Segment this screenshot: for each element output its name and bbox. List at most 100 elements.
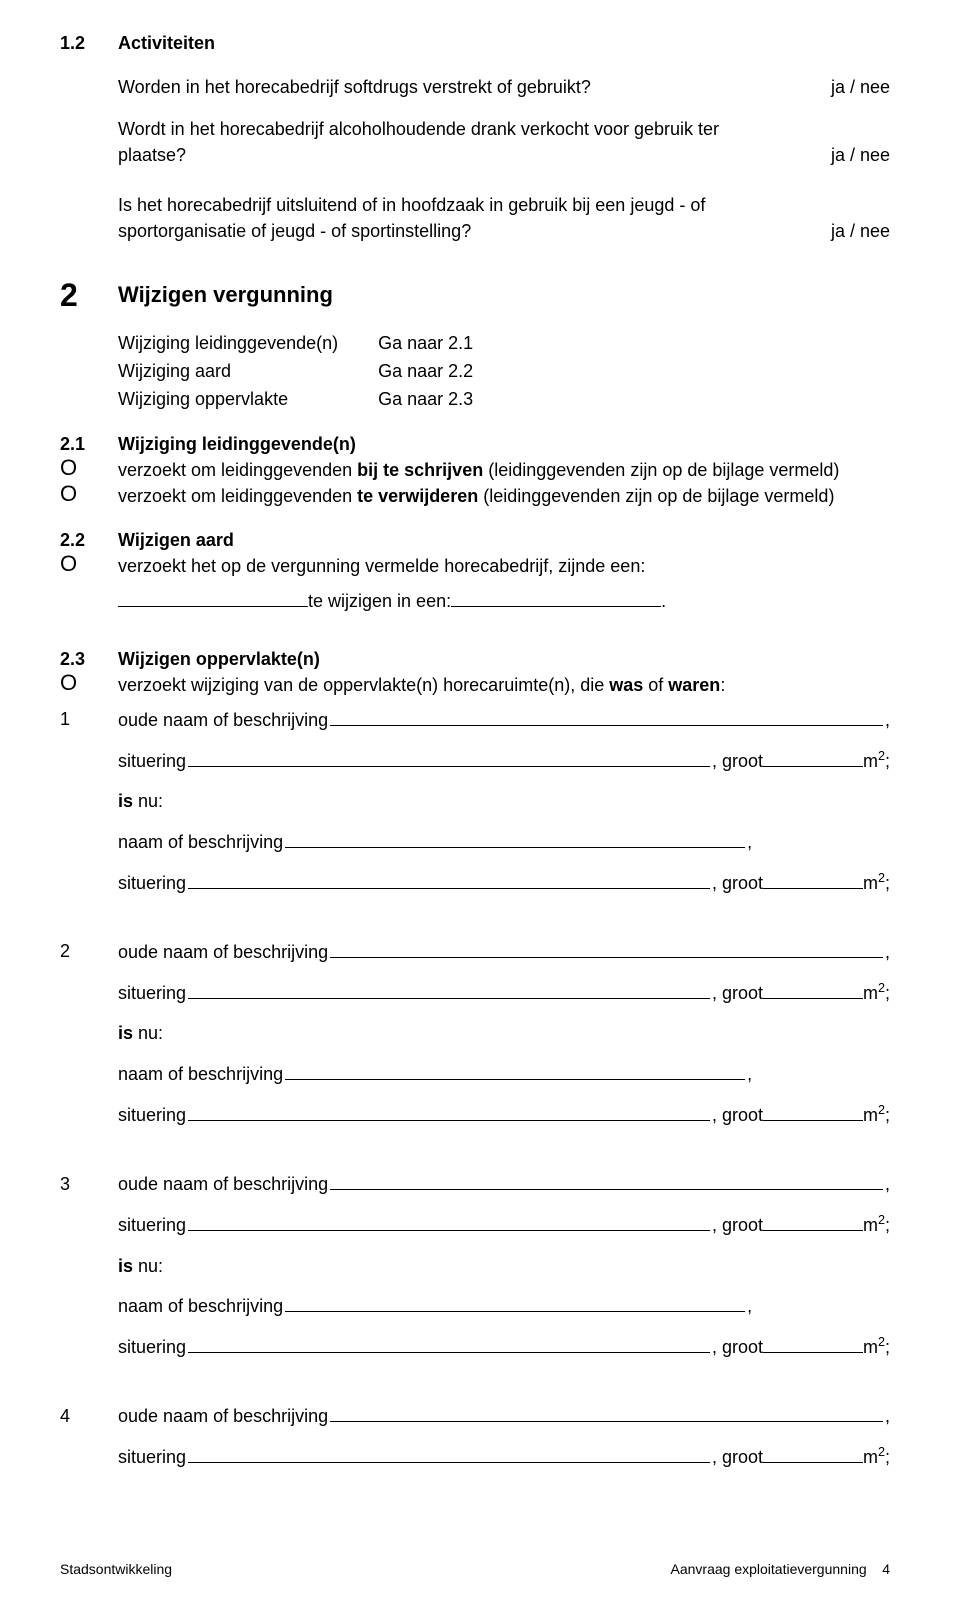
table-row: Wijziging oppervlakteGa naar 2.3: [118, 385, 473, 413]
wijziging-table: Wijziging leidinggevende(n)Ga naar 2.1 W…: [118, 329, 473, 413]
circle-icon[interactable]: O: [60, 457, 118, 479]
section-2-2-title: Wijzigen aard: [118, 527, 890, 553]
q-alcohol: Wordt in het horecabedrijf alcoholhouden…: [118, 116, 791, 168]
label-te-wijzigen: te wijzigen in een:: [308, 588, 451, 614]
input-situering[interactable]: [188, 1212, 710, 1232]
section-2-1-num: 2.1: [60, 431, 118, 457]
label-is: is: [118, 1256, 133, 1276]
label-oude-naam: oude naam of beschrijving: [118, 939, 328, 965]
label-nu: nu:: [133, 1256, 163, 1276]
table-row: Wijziging aardGa naar 2.2: [118, 357, 473, 385]
label-naam: naam of beschrijving: [118, 829, 283, 855]
input-groot[interactable]: [763, 1444, 863, 1464]
footer-page: 4: [882, 1561, 890, 1577]
label-m2: m2;: [863, 869, 890, 896]
input-oude-naam[interactable]: [330, 1403, 883, 1423]
label-situering: situering: [118, 1334, 186, 1360]
label-m2: m2;: [863, 747, 890, 774]
footer-left: Stadsontwikkeling: [60, 1559, 172, 1579]
q-jeugd: Is het horecabedrijf uitsluitend of in h…: [118, 192, 791, 244]
ans-jeugd[interactable]: ja / nee: [791, 218, 890, 244]
oppervlakte-item: 4 oude naam of beschrijving , situering …: [60, 1403, 890, 1485]
input-groot[interactable]: [763, 980, 863, 1000]
input-situering[interactable]: [188, 1444, 710, 1464]
section-2-num: 2: [60, 279, 118, 311]
q-softdrugs: Worden in het horecabedrijf softdrugs ve…: [118, 74, 791, 100]
label-m2: m2;: [863, 1333, 890, 1360]
oppervlakte-item: 3 oude naam of beschrijving , situering …: [60, 1171, 890, 1375]
ans-softdrugs[interactable]: ja / nee: [791, 74, 890, 100]
input-naam[interactable]: [285, 1061, 745, 1081]
label-oude-naam: oude naam of beschrijving: [118, 1171, 328, 1197]
label-naam: naam of beschrijving: [118, 1293, 283, 1319]
label-situering: situering: [118, 870, 186, 896]
item-num: 3: [60, 1171, 118, 1197]
label-comma: ,: [885, 1171, 890, 1197]
oppervlakte-item: 2 oude naam of beschrijving , situering …: [60, 938, 890, 1142]
input-situering[interactable]: [188, 870, 710, 890]
opt-verwijderen: verzoekt om leidinggevenden te verwijder…: [118, 483, 890, 509]
label-situering: situering: [118, 980, 186, 1006]
label-m2: m2;: [863, 1443, 890, 1470]
section-2-1-title: Wijziging leidinggevende(n): [118, 431, 890, 457]
label-oude-naam: oude naam of beschrijving: [118, 1403, 328, 1429]
label-m2: m2;: [863, 1101, 890, 1128]
label-situering: situering: [118, 1212, 186, 1238]
circle-icon[interactable]: O: [60, 672, 118, 694]
input-situering[interactable]: [188, 1102, 710, 1122]
input-naam[interactable]: [285, 1293, 745, 1313]
input-situering[interactable]: [188, 1334, 710, 1354]
input-aard-to[interactable]: [451, 587, 661, 607]
section-2-2-num: 2.2: [60, 527, 118, 553]
label-oude-naam: oude naam of beschrijving: [118, 707, 328, 733]
section-1-2-title: Activiteiten: [118, 30, 890, 56]
label-comma: ,: [885, 939, 890, 965]
input-oude-naam[interactable]: [330, 706, 883, 726]
opt-oppervlakte: verzoekt wijziging van de oppervlakte(n)…: [118, 672, 890, 698]
label-situering: situering: [118, 1444, 186, 1470]
section-2-3-num: 2.3: [60, 646, 118, 672]
oppervlakte-item: 1 oude naam of beschrijving , situering …: [60, 706, 890, 910]
table-row: Wijziging leidinggevende(n)Ga naar 2.1: [118, 329, 473, 357]
circle-icon[interactable]: O: [60, 553, 118, 575]
label-groot: , groot: [712, 870, 763, 896]
input-naam[interactable]: [285, 828, 745, 848]
input-groot[interactable]: [763, 870, 863, 890]
circle-icon[interactable]: O: [60, 483, 118, 505]
label-groot: , groot: [712, 1444, 763, 1470]
label-groot: , groot: [712, 748, 763, 774]
input-groot[interactable]: [763, 1102, 863, 1122]
label-naam: naam of beschrijving: [118, 1061, 283, 1087]
label-groot: , groot: [712, 1102, 763, 1128]
label-comma: ,: [747, 1061, 752, 1087]
label-nu: nu:: [133, 791, 163, 811]
label-m2: m2;: [863, 979, 890, 1006]
input-oude-naam[interactable]: [330, 1171, 883, 1191]
input-groot[interactable]: [763, 747, 863, 767]
label-is: is: [118, 791, 133, 811]
label-comma: ,: [747, 829, 752, 855]
input-situering[interactable]: [188, 980, 710, 1000]
label-groot: , groot: [712, 1212, 763, 1238]
input-groot[interactable]: [763, 1334, 863, 1354]
input-aard-from[interactable]: [118, 587, 308, 607]
label-nu: nu:: [133, 1023, 163, 1043]
input-oude-naam[interactable]: [330, 938, 883, 958]
ans-alcohol[interactable]: ja / nee: [791, 142, 890, 168]
label-is: is: [118, 1023, 133, 1043]
item-num: 1: [60, 706, 118, 732]
item-num: 2: [60, 938, 118, 964]
label-groot: , groot: [712, 1334, 763, 1360]
label-m2: m2;: [863, 1211, 890, 1238]
item-num: 4: [60, 1403, 118, 1429]
section-2-title: Wijzigen vergunning: [118, 279, 333, 311]
section-1-2-num: 1.2: [60, 30, 118, 56]
label-situering: situering: [118, 748, 186, 774]
label-comma: ,: [885, 1403, 890, 1429]
opt-bijschrijven: verzoekt om leidinggevenden bij te schri…: [118, 457, 890, 483]
label-period: .: [661, 588, 666, 614]
label-comma: ,: [885, 707, 890, 733]
input-groot[interactable]: [763, 1212, 863, 1232]
label-situering: situering: [118, 1102, 186, 1128]
input-situering[interactable]: [188, 747, 710, 767]
